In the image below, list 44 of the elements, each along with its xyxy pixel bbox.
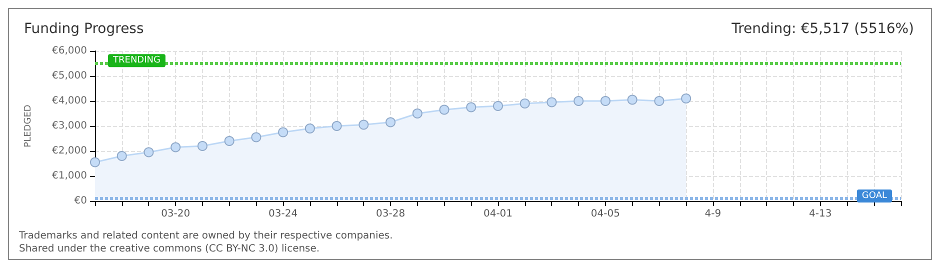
y-tick-label: €6,000 <box>52 46 87 56</box>
point <box>304 124 315 134</box>
point <box>116 151 127 161</box>
point <box>412 108 422 118</box>
point <box>627 94 638 105</box>
y-tick-label: €1,000 <box>52 170 87 182</box>
x-tick-label: 03-20 <box>161 208 190 220</box>
point <box>600 96 610 106</box>
x-tick-label: 4-9 <box>704 208 722 220</box>
y-tick-label: €0 <box>74 196 87 206</box>
point <box>466 102 476 112</box>
point <box>278 127 288 138</box>
point <box>681 94 692 104</box>
point <box>520 98 530 108</box>
point <box>493 101 503 111</box>
text: Trademarks and related content are owned by their respective companies. <box>18 230 393 242</box>
y-axis-title: PLEDGED <box>24 104 34 148</box>
y-tick-label: €4,000 <box>52 96 87 106</box>
point <box>144 147 154 158</box>
x-tick-label: 4-13 <box>809 208 832 220</box>
x-tick-label: 03-28 <box>376 208 406 220</box>
y-tick-label: €2,000 <box>52 146 87 156</box>
point <box>251 132 262 142</box>
chart-subtitle: Trending: €5,517 (5516%) <box>730 21 914 37</box>
point <box>439 104 450 115</box>
x-tick-label: 03-24 <box>268 208 298 220</box>
point <box>170 142 181 152</box>
point <box>90 157 100 168</box>
x-tick-label: 04-01 <box>483 208 513 220</box>
point <box>332 121 342 131</box>
x-tick-label: 04-05 <box>590 208 620 220</box>
text: Shared under the creative commons (CC BY-NC 3.0) license. <box>19 244 320 254</box>
chart-title: Funding Progress <box>24 21 144 37</box>
point <box>574 96 584 106</box>
y-tick-label: €5,000 <box>52 70 87 82</box>
ref-line-label: GOAL <box>862 191 887 201</box>
point <box>386 117 396 128</box>
point <box>654 96 664 106</box>
point <box>224 136 234 146</box>
point <box>358 120 369 130</box>
point <box>546 97 557 108</box>
y-tick-label: €3,000 <box>52 120 87 132</box>
ref-line-label: TRENDING <box>112 56 160 66</box>
point <box>197 141 208 151</box>
